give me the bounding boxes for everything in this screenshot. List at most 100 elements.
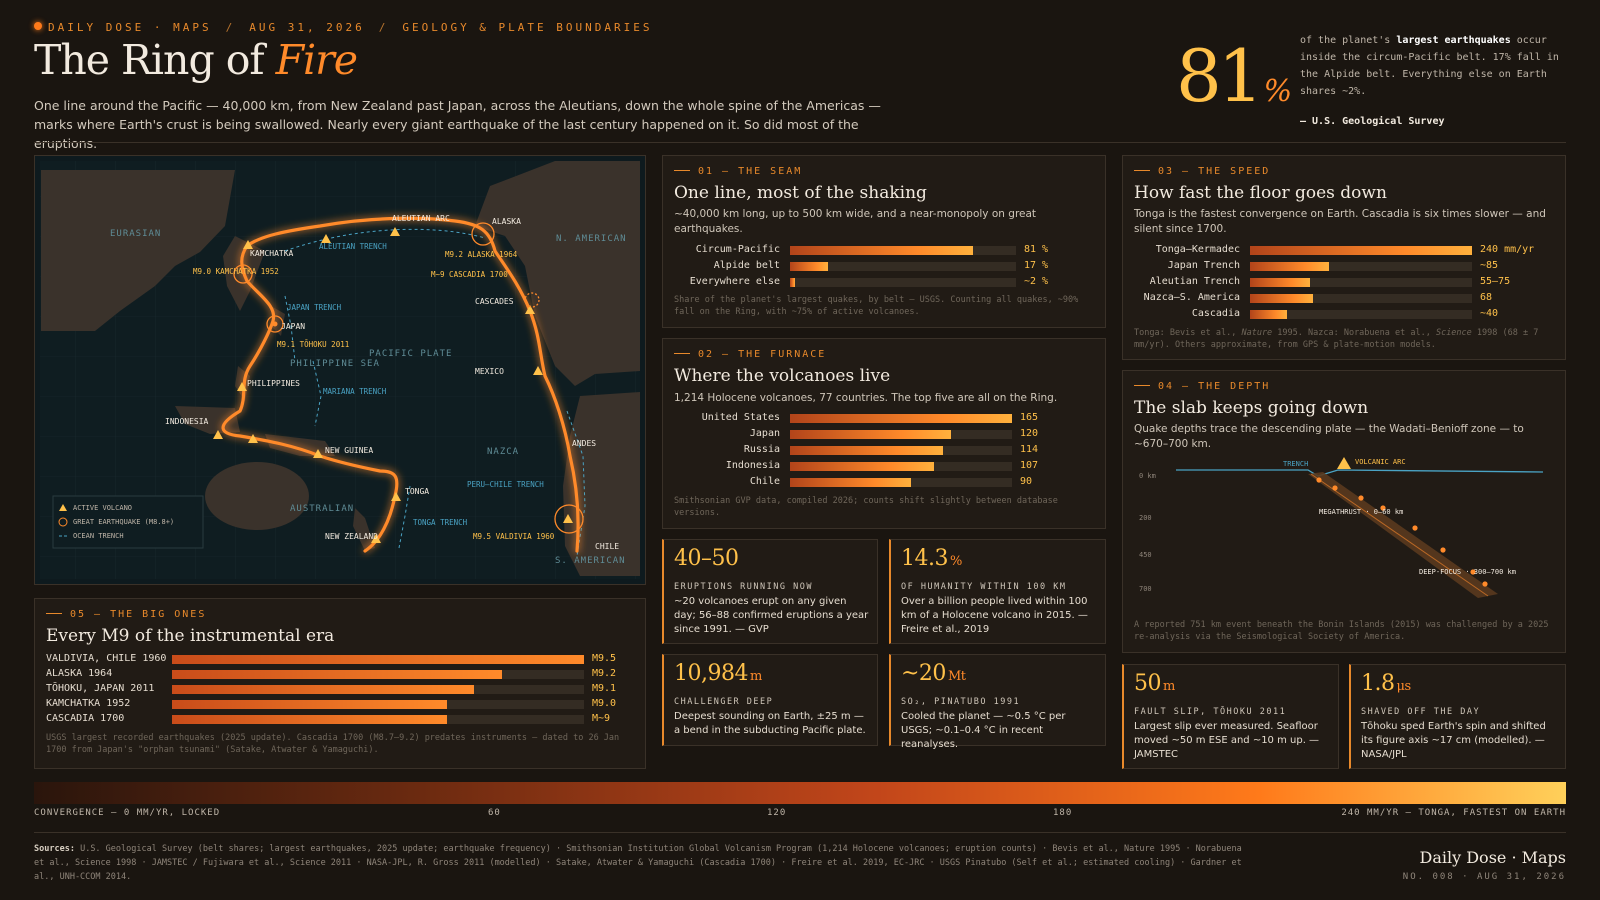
trench-aleutian [284,228,486,252]
trench-tonga [398,485,411,549]
stat-eruptions-value: 40–50 [674,546,739,571]
quake-icon [554,504,584,534]
place-label-mexico: MEXICO [475,367,504,376]
depth-axis-200: 200 [1139,514,1152,522]
quake-label-kamchatka: M9.0 KAMCHATKA 1952 [193,267,279,276]
furnace-bar-value: 120 [1020,428,1039,439]
stat-day-value: 1.8 [1361,671,1395,696]
seam-bar-value: 81 % [1024,244,1049,255]
big_ones-bar [172,715,447,724]
scale-tick-180: 180 [1053,808,1073,818]
place-label-new-guinea: NEW GUINEA [325,446,373,455]
trench-label-peru-chile: PERU–CHILE TRENCH [467,480,544,489]
speed-note-pre: Tonga: Bevis et al., [1134,328,1242,338]
trench-label-mariana: MARIANA TRENCH [323,387,387,396]
seam-bar [790,246,974,255]
hero-text: of the planet's largest earthquakes occu… [1300,32,1570,100]
volcano-icon [321,234,331,243]
speed-bar-row: Nazca–S. America 68 [1134,291,1554,305]
speed-bar-row: Japan Trench ~85 [1134,259,1554,273]
furnace-note: Smithsonian GVP data, compiled 2026; cou… [674,496,1058,518]
big_ones-bar-label: VALDIVIA, CHILE 1960 [46,653,167,664]
big_ones-bar-value: M~9 [592,713,611,724]
big_ones-bar [172,685,475,694]
furnace-bar-value: 114 [1020,444,1039,455]
stat-eruptions: 40–50 ERUPTIONS RUNNING NOW ~20 volcanoe… [662,539,878,644]
furnace-bar-label: Indonesia [725,460,780,471]
kicker: DAILY DOSE · MAPS / AUG 31, 2026/GEOLOGY &… [34,21,653,34]
speed-bar-value: ~40 [1480,308,1499,319]
furnace-bar-track [790,414,1012,423]
stat-slip: 50 m FAULT SLIP, TŌHOKU 2011 Largest slip… [1122,664,1339,769]
trench-mariana [312,360,322,427]
seam-eyebrow: 01 — THE SEAM [674,166,802,177]
trench-peru-chile [566,410,586,557]
kicker-date: AUG 31, 2026 [249,21,365,34]
place-label-chile: CHILE [595,542,619,551]
big-ones-chart: VALDIVIA, CHILE 1960 M9.5 ALASKA 1964 M9.2 T… [46,652,636,732]
seam-bar-track [790,246,1016,255]
plate-label-eurasian: EURASIAN [110,229,161,239]
place-label-tonga: TONGA [405,487,429,496]
land-eurasia [41,170,235,331]
hero-text-pre: of the planet's [1300,35,1397,46]
big_ones-bar-row: VALDIVIA, CHILE 1960 M9.5 [46,652,636,666]
furnace-panel: 02 — THE FURNACE Where the volcanoes liv… [662,338,1106,529]
stat-eruptions-label: ERUPTIONS RUNNING NOW [674,582,813,592]
quake-markers [233,222,584,534]
big_ones-bar-track [172,700,584,709]
big-ones-panel: 05 — THE BIG ONES Every M9 of the instru… [34,598,646,769]
seam-bar-row: Everywhere else ~2 % [674,275,1094,289]
stat-day: 1.8 μs SHAVED OFF THE DAY Tōhoku sped Ear… [1349,664,1566,769]
hero-source: — U.S. Geological Survey [1300,116,1445,127]
big_ones-bar-label: KAMCHATKA 1952 [46,698,131,709]
speed-bar-label: Tonga–Kermadec [1155,244,1240,255]
volcano-icon [243,240,253,249]
big-ones-eyebrow: 05 — THE BIG ONES [46,609,206,620]
stat-humanity: 14.3% OF HUMANITY WITHIN 100 KM Over a b… [889,539,1106,644]
depth-panel: 04 — THE DEPTH The slab keeps going down… [1122,370,1566,653]
volcano-icon [525,305,535,314]
speed-chart: Tonga–Kermadec 240 mm/yr Japan Trench ~85 Al… [1134,243,1554,323]
place-label-new-zealand: NEW ZEALAND [325,532,378,541]
speed-bar-value: ~85 [1480,260,1499,271]
quake-icon [266,315,284,333]
furnace-bar-label: Chile [749,476,780,487]
volcano-icon [213,430,223,439]
furnace-bar-value: 90 [1020,476,1033,487]
stat-pinatubo-label: SO₂, PINATUBO 1991 [901,697,1021,707]
big_ones-bar-track [172,670,584,679]
depth-megathrust-label: MEGATHRUST · 0–60 km [1319,508,1403,516]
place-label-cascades: CASCADES [475,297,514,306]
quake-label-alaska: M9.2 ALASKA 1964 [445,250,518,259]
speed-bar-row: Cascadia ~40 [1134,307,1554,321]
hero-value: 81 [1176,34,1264,118]
ring-map-panel: EURASIAN N. AMERICAN PACIFIC PLATE PHILI… [34,155,646,585]
stat-pinatubo: ~20 Mt SO₂, PINATUBO 1991 Cooled the plan… [889,654,1106,750]
quake-icon [233,264,253,284]
stat-day-text: Tōhoku sped Earth's spin and shifted its… [1361,721,1546,760]
furnace-bar-label: Japan [749,428,780,439]
place-label-indonesia: INDONESIA [165,417,209,426]
furnace-bar-row: United States 165 [674,411,1094,425]
convergence-scale-bar [34,782,1566,804]
seam-bar-value: 17 % [1024,260,1049,271]
stat-challenger: 10,984 m CHALLENGER DEEP Deepest sounding… [662,654,878,746]
furnace-bar-value: 165 [1020,412,1039,423]
furnace-bar-row: Russia 114 [674,443,1094,457]
speed-bar [1250,278,1311,287]
plate-label-n-american: N. AMERICAN [556,234,627,244]
volcano-icon [248,434,258,443]
furnace-bar-row: Chile 90 [674,475,1094,489]
big_ones-bar-track [172,685,584,694]
land-north-america [475,161,640,386]
big-ones-title: Every M9 of the instrumental era [46,626,335,646]
stat-slip-text: Largest slip ever measured. Seafloor mov… [1134,721,1320,760]
volcano-icon [563,514,573,523]
stat-slip-unit: m [1163,679,1175,694]
furnace-bar-track [790,462,1012,471]
place-label-alaska: ALASKA [492,217,521,226]
stat-pinatubo-value: ~20 [901,661,946,686]
quake-icon [524,292,540,308]
speed-bar-track [1250,246,1472,255]
